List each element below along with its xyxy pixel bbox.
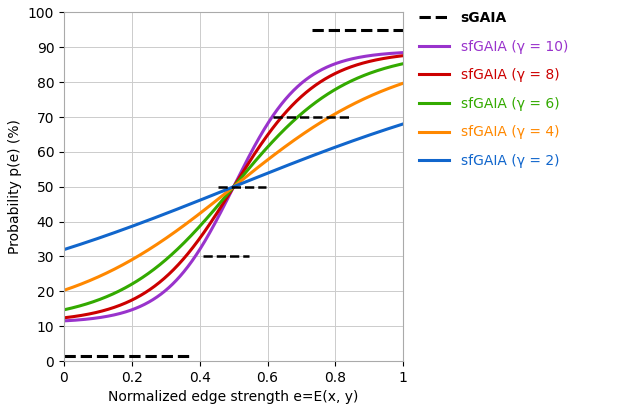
- Y-axis label: Probability p(e) (%): Probability p(e) (%): [8, 120, 22, 254]
- Line: sfGAIA (γ = 8): sfGAIA (γ = 8): [64, 56, 403, 318]
- sfGAIA (γ = 8): [95, 310, 102, 315]
- sfGAIA (γ = 4): [331, 112, 339, 117]
- sfGAIA (γ = 6): [399, 61, 407, 66]
- sfGAIA (γ = 2): [331, 145, 339, 150]
- sfGAIA (γ = 6): [209, 208, 217, 213]
- Line: sfGAIA (γ = 2): sfGAIA (γ = 2): [64, 124, 403, 249]
- sfGAIA (γ = 8): [399, 53, 407, 58]
- sfGAIA (γ = 10): [293, 85, 301, 90]
- sfGAIA (γ = 6): [60, 308, 68, 312]
- sfGAIA (γ = 4): [324, 115, 332, 120]
- Legend: sGAIA, sfGAIA (γ = 10), sfGAIA (γ = 8), sfGAIA (γ = 6), sfGAIA (γ = 4), sfGAIA (: sGAIA, sfGAIA (γ = 10), sfGAIA (γ = 8), …: [413, 5, 573, 173]
- sGAIA: [189, 353, 196, 358]
- sfGAIA (γ = 10): [197, 245, 205, 250]
- sfGAIA (γ = 2): [293, 159, 301, 164]
- sfGAIA (γ = 2): [324, 147, 332, 152]
- sfGAIA (γ = 4): [60, 288, 68, 293]
- Line: sfGAIA (γ = 4): sfGAIA (γ = 4): [64, 83, 403, 290]
- X-axis label: Normalized edge strength e=E(x, y): Normalized edge strength e=E(x, y): [108, 391, 359, 404]
- sfGAIA (γ = 6): [331, 87, 339, 92]
- sfGAIA (γ = 6): [95, 297, 102, 302]
- sfGAIA (γ = 8): [197, 234, 205, 239]
- sfGAIA (γ = 4): [209, 200, 217, 205]
- sfGAIA (γ = 8): [331, 71, 339, 76]
- sfGAIA (γ = 10): [399, 50, 407, 55]
- Line: sfGAIA (γ = 6): sfGAIA (γ = 6): [64, 63, 403, 310]
- sfGAIA (γ = 4): [95, 274, 102, 279]
- sfGAIA (γ = 8): [293, 98, 301, 103]
- sfGAIA (γ = 8): [324, 75, 332, 80]
- sfGAIA (γ = 10): [331, 61, 339, 66]
- sfGAIA (γ = 10): [95, 315, 102, 320]
- sfGAIA (γ = 10): [60, 318, 68, 323]
- sfGAIA (γ = 10): [209, 224, 217, 229]
- sfGAIA (γ = 4): [399, 81, 407, 86]
- sfGAIA (γ = 4): [197, 210, 205, 215]
- Line: sfGAIA (γ = 10): sfGAIA (γ = 10): [64, 53, 403, 321]
- sfGAIA (γ = 2): [95, 236, 102, 241]
- sfGAIA (γ = 2): [399, 122, 407, 127]
- sfGAIA (γ = 6): [293, 115, 301, 120]
- sfGAIA (γ = 2): [60, 247, 68, 252]
- sfGAIA (γ = 2): [197, 197, 205, 202]
- sfGAIA (γ = 8): [60, 315, 68, 320]
- sfGAIA (γ = 10): [324, 64, 332, 69]
- sfGAIA (γ = 8): [209, 216, 217, 221]
- sfGAIA (γ = 6): [324, 91, 332, 96]
- sfGAIA (γ = 2): [209, 192, 217, 197]
- sfGAIA (γ = 4): [293, 136, 301, 141]
- sGAIA: [60, 353, 68, 358]
- sfGAIA (γ = 6): [197, 222, 205, 227]
